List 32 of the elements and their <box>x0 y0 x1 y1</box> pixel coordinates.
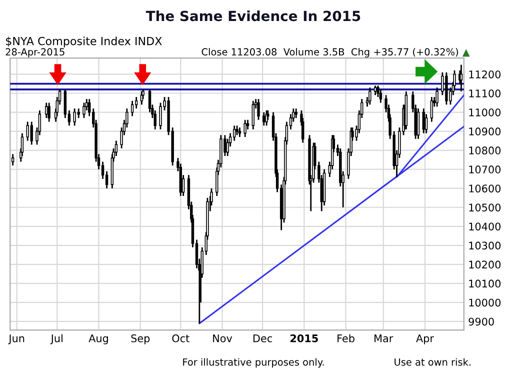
text: Use at own risk. <box>394 358 470 366</box>
x-tick-label: Jun <box>8 334 24 344</box>
x-tick-label: Sep <box>131 334 150 344</box>
y-tick-label: 11200 <box>469 70 501 78</box>
y-tick-label: 10900 <box>469 128 501 136</box>
x-tick-label: Apr <box>416 334 434 344</box>
y-tick-label: 10000 <box>469 298 501 307</box>
y-tick-label: 9900 <box>468 318 494 326</box>
x-tick-label: Mar <box>374 334 394 342</box>
text: ▲ <box>462 49 470 57</box>
x-tick-label: Jul <box>50 334 62 344</box>
text: 28-Apr-2015 <box>6 48 64 58</box>
y-tick-label: 11000 <box>469 108 501 116</box>
text: For illustrative purposes only. <box>183 358 324 368</box>
x-tick-label: Oct <box>172 334 190 342</box>
y-tick-label: 10100 <box>469 280 501 288</box>
y-tick-label: 10500 <box>469 204 501 212</box>
y-tick-label: 10200 <box>469 260 501 269</box>
y-tick-label: 10600 <box>469 184 501 192</box>
x-tick-label: Nov <box>213 334 232 342</box>
y-tick-label: 10400 <box>469 222 501 230</box>
x-tick-label: Dec <box>253 334 272 342</box>
chart-title: The Same Evidence In 2015 <box>146 10 360 22</box>
x-tick-label: Aug <box>88 334 108 344</box>
y-tick-label: 10300 <box>469 242 501 250</box>
chart-subtitle: $NYA Composite Index INDX <box>6 36 162 48</box>
y-tick-label: 11100 <box>469 89 501 98</box>
text: Close 11203.08 Volume 3.5B Chg +35.77 (+0.32%) <box>202 48 458 58</box>
y-tick-label: 10700 <box>469 166 501 174</box>
y-tick-label: 10800 <box>469 146 501 154</box>
x-tick-label: Feb <box>338 334 354 342</box>
x-tick-label: 2015 <box>290 334 318 342</box>
